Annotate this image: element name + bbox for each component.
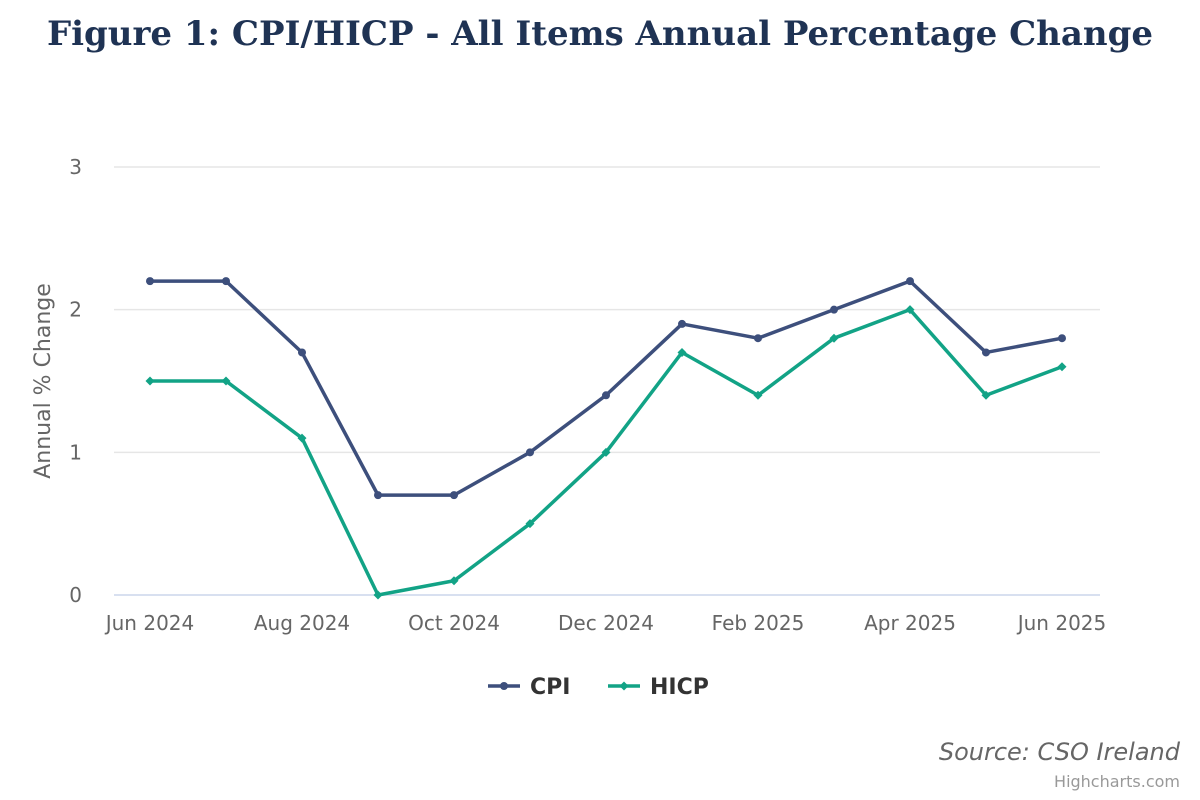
y-tick-label: 0 bbox=[69, 583, 82, 607]
source-note: Source: CSO Ireland bbox=[938, 738, 1180, 766]
data-point[interactable] bbox=[1057, 362, 1067, 372]
data-point[interactable] bbox=[830, 305, 838, 314]
y-tick-label: 3 bbox=[69, 155, 82, 179]
data-point[interactable] bbox=[754, 334, 762, 343]
data-point[interactable] bbox=[222, 277, 230, 286]
y-axis-ticks: 0 1 2 3 bbox=[69, 155, 82, 607]
legend-label: HICP bbox=[650, 675, 709, 700]
legend-item-hicp[interactable]: HICP bbox=[608, 675, 709, 700]
data-point[interactable] bbox=[906, 277, 914, 286]
data-point[interactable] bbox=[602, 391, 610, 400]
data-point[interactable] bbox=[905, 305, 915, 315]
data-point[interactable] bbox=[145, 376, 155, 386]
data-point[interactable] bbox=[146, 277, 154, 286]
x-tick-label: Dec 2024 bbox=[558, 611, 654, 635]
data-point[interactable] bbox=[1058, 334, 1066, 343]
x-tick-label: Apr 2025 bbox=[864, 611, 956, 635]
data-point[interactable] bbox=[601, 447, 611, 457]
data-point[interactable] bbox=[221, 376, 231, 386]
x-axis-ticks: Jun 2024 Aug 2024 Oct 2024 Dec 2024 Feb 2025… bbox=[104, 611, 1107, 635]
x-tick-label: Feb 2025 bbox=[712, 611, 805, 635]
data-point[interactable] bbox=[297, 433, 307, 443]
chart-title: Figure 1: CPI/HICP - All Items Annual Pe… bbox=[46, 14, 1154, 54]
series-cpi[interactable] bbox=[146, 277, 1066, 500]
data-point[interactable] bbox=[373, 590, 383, 600]
data-point[interactable] bbox=[525, 519, 535, 529]
series-hicp[interactable] bbox=[145, 305, 1067, 600]
data-point[interactable] bbox=[450, 491, 458, 500]
data-point[interactable] bbox=[753, 390, 763, 400]
data-point[interactable] bbox=[829, 333, 839, 343]
credits-link[interactable]: Highcharts.com bbox=[1054, 772, 1180, 791]
x-tick-label: Jun 2024 bbox=[104, 611, 195, 635]
data-point[interactable] bbox=[526, 448, 534, 457]
legend-marker bbox=[619, 681, 629, 691]
legend-label: CPI bbox=[530, 675, 570, 700]
x-tick-label: Oct 2024 bbox=[408, 611, 500, 635]
data-point[interactable] bbox=[678, 319, 686, 328]
y-tick-label: 1 bbox=[69, 440, 82, 464]
y-tick-label: 2 bbox=[69, 298, 82, 322]
data-point[interactable] bbox=[449, 576, 459, 586]
series-group bbox=[145, 277, 1067, 600]
data-point[interactable] bbox=[981, 390, 991, 400]
legend-item-cpi[interactable]: CPI bbox=[488, 675, 570, 700]
data-point[interactable] bbox=[677, 347, 687, 357]
x-tick-label: Aug 2024 bbox=[254, 611, 350, 635]
series-line bbox=[148, 279, 1064, 497]
grid-lines bbox=[114, 166, 1100, 596]
data-point[interactable] bbox=[298, 348, 306, 357]
legend-marker bbox=[500, 682, 508, 690]
data-point[interactable] bbox=[374, 491, 382, 500]
x-tick-label: Jun 2025 bbox=[1016, 611, 1107, 635]
legend: CPI HICP bbox=[488, 675, 709, 700]
y-axis-label: Annual % Change bbox=[31, 283, 56, 479]
data-point[interactable] bbox=[982, 348, 990, 357]
